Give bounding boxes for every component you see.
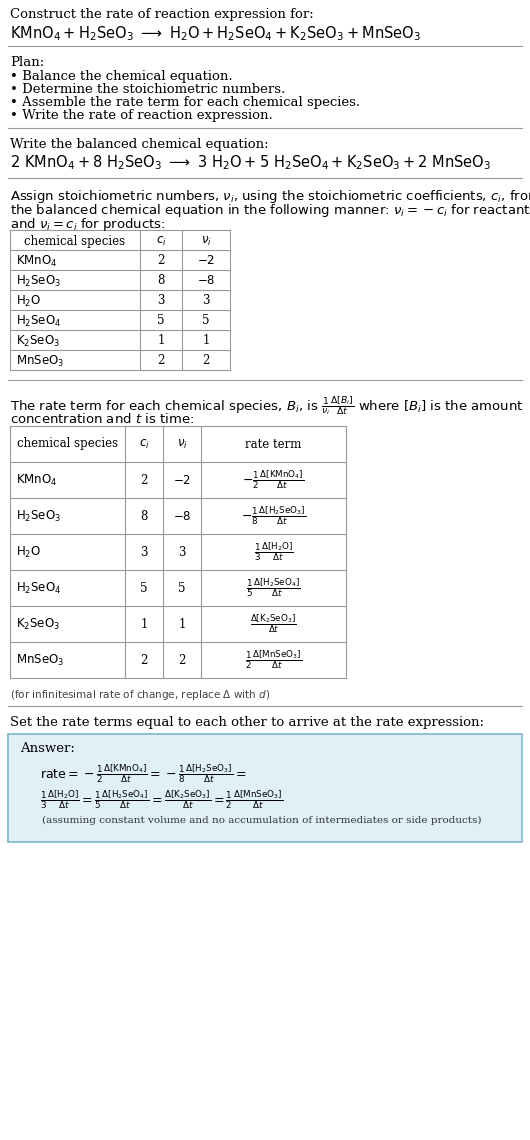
Text: concentration and $t$ is time:: concentration and $t$ is time:: [10, 412, 194, 426]
Text: $-\frac{1}{2}\frac{\Delta[\mathrm{KMnO_4}]}{\Delta t}$: $-\frac{1}{2}\frac{\Delta[\mathrm{KMnO_4…: [242, 469, 305, 491]
Text: $\mathrm{MnSeO_3}$: $\mathrm{MnSeO_3}$: [16, 353, 64, 368]
Text: $\mathrm{K_2SeO_3}$: $\mathrm{K_2SeO_3}$: [16, 333, 60, 349]
Text: $\mathrm{MnSeO_3}$: $\mathrm{MnSeO_3}$: [16, 652, 64, 668]
Text: 3: 3: [178, 546, 186, 559]
Text: $\frac{1}{3}\frac{\Delta[\mathrm{H_2O}]}{\Delta t}$: $\frac{1}{3}\frac{\Delta[\mathrm{H_2O}]}…: [254, 540, 293, 563]
Text: Write the balanced chemical equation:: Write the balanced chemical equation:: [10, 138, 269, 150]
Text: 3: 3: [140, 546, 148, 559]
Text: chemical species: chemical species: [24, 235, 126, 247]
Text: 2: 2: [202, 355, 210, 367]
Text: $\mathrm{KMnO_4}$: $\mathrm{KMnO_4}$: [16, 253, 57, 269]
Text: $\mathrm{H_2SeO_4}$: $\mathrm{H_2SeO_4}$: [16, 314, 61, 328]
Text: $\frac{\Delta[\mathrm{K_2SeO_3}]}{\Delta t}$: $\frac{\Delta[\mathrm{K_2SeO_3}]}{\Delta…: [250, 612, 297, 635]
Text: $\frac{1}{5}\frac{\Delta[\mathrm{H_2SeO_4}]}{\Delta t}$: $\frac{1}{5}\frac{\Delta[\mathrm{H_2SeO_…: [246, 577, 301, 600]
Text: the balanced chemical equation in the following manner: $\nu_i = -c_i$ for react: the balanced chemical equation in the fo…: [10, 202, 530, 219]
Text: 1: 1: [202, 334, 210, 348]
Text: 5: 5: [157, 315, 165, 327]
Text: 2: 2: [178, 653, 186, 667]
Text: 1: 1: [157, 334, 165, 348]
Text: (for infinitesimal rate of change, replace $\Delta$ with $d$): (for infinitesimal rate of change, repla…: [10, 689, 270, 702]
Text: $\mathrm{H_2O}$: $\mathrm{H_2O}$: [16, 545, 41, 560]
Text: $\mathrm{2 \ KMnO_4 + 8 \ H_2SeO_3 \ \longrightarrow \ 3 \ H_2O + 5 \ H_2SeO_4 +: $\mathrm{2 \ KMnO_4 + 8 \ H_2SeO_3 \ \lo…: [10, 153, 491, 172]
Text: $-2$: $-2$: [173, 473, 191, 487]
Text: $-2$: $-2$: [197, 254, 215, 268]
Text: 5: 5: [202, 315, 210, 327]
FancyBboxPatch shape: [8, 734, 522, 842]
Text: 2: 2: [157, 355, 165, 367]
Text: $\nu_i$: $\nu_i$: [200, 235, 211, 247]
Text: 2: 2: [140, 473, 148, 487]
Text: Construct the rate of reaction expression for:: Construct the rate of reaction expressio…: [10, 8, 314, 21]
Text: $\frac{1}{2}\frac{\Delta[\mathrm{MnSeO_3}]}{\Delta t}$: $\frac{1}{2}\frac{\Delta[\mathrm{MnSeO_3…: [245, 649, 302, 671]
Text: 5: 5: [178, 581, 186, 594]
Text: • Write the rate of reaction expression.: • Write the rate of reaction expression.: [10, 109, 273, 122]
Text: Set the rate terms equal to each other to arrive at the rate expression:: Set the rate terms equal to each other t…: [10, 716, 484, 728]
Text: $-8$: $-8$: [197, 275, 215, 287]
Text: $\mathrm{rate} = -\frac{1}{2}\frac{\Delta[\mathrm{KMnO_4}]}{\Delta t} = -\frac{1: $\mathrm{rate} = -\frac{1}{2}\frac{\Delt…: [40, 762, 246, 784]
Text: rate term: rate term: [245, 438, 302, 450]
Text: $\mathrm{H_2SeO_4}$: $\mathrm{H_2SeO_4}$: [16, 580, 61, 595]
Text: $\mathrm{KMnO_4}$: $\mathrm{KMnO_4}$: [16, 472, 57, 488]
Text: 2: 2: [157, 254, 165, 268]
Text: 3: 3: [202, 294, 210, 308]
Text: (assuming constant volume and no accumulation of intermediates or side products): (assuming constant volume and no accumul…: [42, 816, 482, 825]
Text: 8: 8: [140, 510, 148, 522]
Text: $-\frac{1}{8}\frac{\Delta[\mathrm{H_2SeO_3}]}{\Delta t}$: $-\frac{1}{8}\frac{\Delta[\mathrm{H_2SeO…: [241, 505, 306, 528]
Text: 5: 5: [140, 581, 148, 594]
Text: $-8$: $-8$: [173, 510, 191, 522]
Text: chemical species: chemical species: [17, 438, 118, 450]
Text: Answer:: Answer:: [20, 742, 75, 755]
Text: $\nu_i$: $\nu_i$: [176, 438, 188, 450]
Text: 3: 3: [157, 294, 165, 308]
Text: • Balance the chemical equation.: • Balance the chemical equation.: [10, 70, 233, 83]
Text: Plan:: Plan:: [10, 56, 44, 70]
Text: • Assemble the rate term for each chemical species.: • Assemble the rate term for each chemic…: [10, 96, 360, 109]
Text: $c_i$: $c_i$: [156, 235, 166, 247]
Text: 2: 2: [140, 653, 148, 667]
Text: $\frac{1}{3}\frac{\Delta[\mathrm{H_2O}]}{\Delta t} = \frac{1}{5}\frac{\Delta[\ma: $\frac{1}{3}\frac{\Delta[\mathrm{H_2O}]}…: [40, 788, 283, 811]
Text: 1: 1: [178, 618, 186, 630]
Text: The rate term for each chemical species, $B_i$, is $\frac{1}{\nu_i}\frac{\Delta[: The rate term for each chemical species,…: [10, 394, 524, 417]
Text: $\mathrm{H_2SeO_3}$: $\mathrm{H_2SeO_3}$: [16, 274, 61, 288]
Text: 8: 8: [157, 275, 165, 287]
Text: $\mathrm{H_2O}$: $\mathrm{H_2O}$: [16, 293, 41, 309]
Text: $\mathrm{KMnO_4 + H_2SeO_3 \ \longrightarrow \ H_2O + H_2SeO_4 + K_2SeO_3 + MnSe: $\mathrm{KMnO_4 + H_2SeO_3 \ \longrighta…: [10, 24, 421, 42]
Text: $\mathrm{H_2SeO_3}$: $\mathrm{H_2SeO_3}$: [16, 508, 61, 523]
Text: 1: 1: [140, 618, 148, 630]
Text: • Determine the stoichiometric numbers.: • Determine the stoichiometric numbers.: [10, 83, 285, 96]
Text: $c_i$: $c_i$: [139, 438, 149, 450]
Text: and $\nu_i = c_i$ for products:: and $\nu_i = c_i$ for products:: [10, 215, 165, 233]
Text: Assign stoichiometric numbers, $\nu_i$, using the stoichiometric coefficients, $: Assign stoichiometric numbers, $\nu_i$, …: [10, 188, 530, 205]
Text: $\mathrm{K_2SeO_3}$: $\mathrm{K_2SeO_3}$: [16, 617, 60, 632]
